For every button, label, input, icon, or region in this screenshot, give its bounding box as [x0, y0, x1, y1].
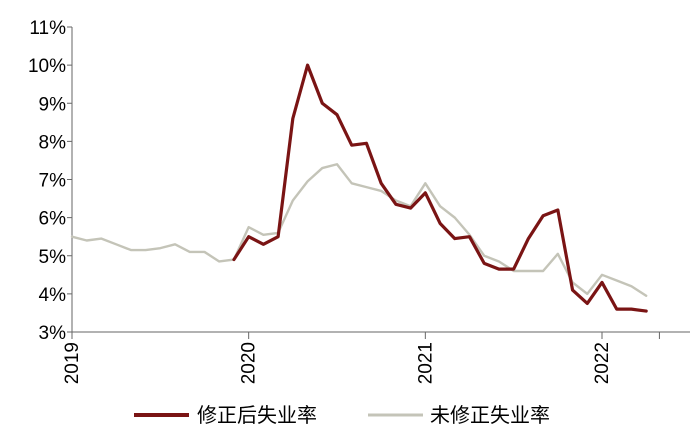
x-tick-label: 2021 [415, 342, 436, 384]
legend: 修正后失业率 未修正失业率 [134, 403, 550, 427]
legend-label: 未修正失业率 [430, 403, 550, 427]
series-lines [70, 63, 648, 313]
y-tick-label: 9% [39, 94, 67, 115]
y-tick-label: 8% [39, 132, 67, 153]
x-tick-label: 2020 [239, 342, 260, 384]
axes: 3% 4% 5% 6% 7% 8% 9% 10% 11% 2019 2020 2021 2022 [28, 18, 690, 384]
y-tick-label: 4% [39, 285, 67, 306]
y-tick-label: 7% [39, 171, 67, 192]
y-tick-label: 6% [39, 209, 67, 230]
series-line-unadjusted [70, 163, 648, 297]
y-tick-label: 10% [28, 56, 66, 77]
y-tick-label: 3% [39, 323, 67, 344]
series-line-adjusted [232, 63, 648, 313]
y-tick-label: 5% [39, 247, 67, 268]
x-tick-label: 2019 [62, 342, 83, 384]
x-tick-label: 2022 [592, 342, 613, 384]
y-tick-label: 11% [29, 18, 66, 39]
legend-label: 修正后失业率 [197, 403, 317, 427]
